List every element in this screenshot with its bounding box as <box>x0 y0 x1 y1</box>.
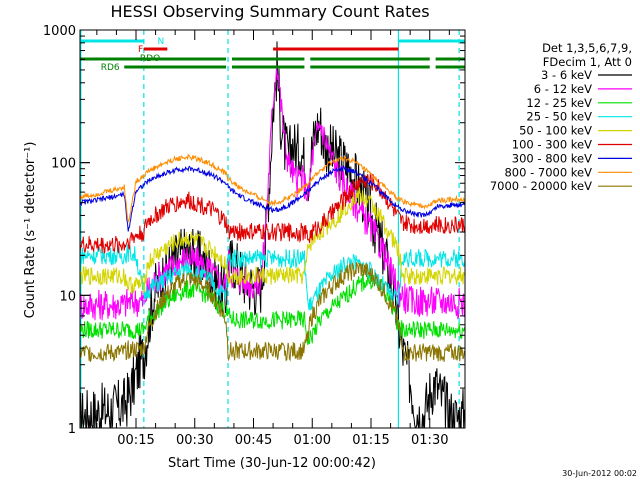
plot-frame <box>79 29 466 429</box>
legend-header-0: Det 1,3,5,6,7,9, <box>542 41 632 55</box>
x-axis: 00:15 00:30 00:45 01:00 01:15 01:30 <box>96 30 450 448</box>
y-tick-label-2: 100 <box>51 157 76 172</box>
series-line-4 <box>80 186 465 294</box>
chart-title: HESSI Observing Summary Count Rates <box>110 2 429 21</box>
legend-entry-8: 7000 - 20000 keV <box>490 179 592 193</box>
legend-entry-3: 25 - 50 keV <box>526 110 592 124</box>
flag-label-n: N <box>158 37 165 47</box>
legend-entry-4: 50 - 100 keV <box>519 124 592 138</box>
flag-label-rdo: RDO <box>140 54 160 64</box>
legend-entry-7: 800 - 7000 keV <box>504 165 592 179</box>
y-tick-label-3: 1000 <box>43 24 76 39</box>
flag-label-rd6: RD6 <box>101 63 120 73</box>
x-axis-label: Start Time (30-Jun-12 00:00:42) <box>168 456 376 471</box>
timestamp: 30-Jun-2012 00:02 <box>562 469 637 478</box>
x-tick-label-1: 00:30 <box>176 433 213 448</box>
legend-entry-6: 300 - 800 keV <box>512 151 592 165</box>
series-line-7 <box>80 153 465 224</box>
y-axis-label: Count Rate (s⁻¹ detector⁻¹) <box>23 142 38 319</box>
y-tick-label-0: 1 <box>68 422 76 437</box>
legend-entry-5: 100 - 300 keV <box>512 138 592 152</box>
legend-header-1: FDecim 1, Att 0 <box>543 55 632 69</box>
series-line-2 <box>80 271 465 346</box>
y-tick-label-1: 10 <box>59 289 76 304</box>
vertical-markers <box>80 30 460 428</box>
legend: Det 1,3,5,6,7,9,FDecim 1, Att 03 - 6 keV… <box>490 41 632 193</box>
legend-entry-2: 12 - 25 keV <box>526 96 592 110</box>
series-line-6 <box>80 164 465 232</box>
x-tick-label-3: 01:00 <box>294 433 331 448</box>
x-tick-label-5: 01:30 <box>411 433 448 448</box>
x-tick-label-2: 00:45 <box>235 433 272 448</box>
legend-entry-1: 6 - 12 keV <box>534 82 592 96</box>
series-line-8 <box>80 261 465 362</box>
legend-entry-0: 3 - 6 keV <box>541 68 592 82</box>
y-axis: 1 10 100 1000 <box>43 24 465 437</box>
series-layer <box>80 41 465 428</box>
flag-label-f: F <box>138 45 143 55</box>
series-line-5 <box>80 173 465 254</box>
x-tick-label-4: 01:15 <box>352 433 389 448</box>
x-tick-label-0: 00:15 <box>117 433 154 448</box>
